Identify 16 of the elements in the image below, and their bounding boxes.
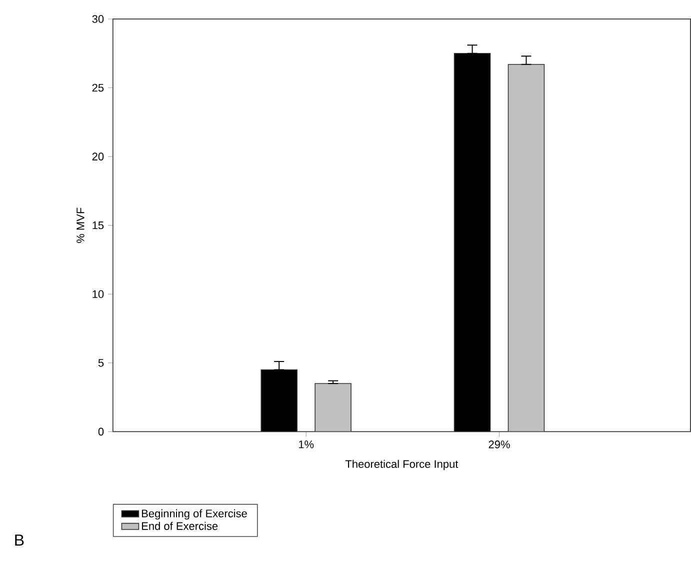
x-axis-title: Theoretical Force Input [345,460,458,470]
y-tick-label: 20 [92,152,104,161]
x-tick-label: 1% [298,440,314,448]
y-tick-label: 15 [92,222,104,230]
y-tick-label: 25 [92,84,104,92]
y-tick-label: 10 [92,290,104,298]
text: B [15,534,24,546]
y-axis-title: % MVF [76,208,84,244]
legend-label: End of Exercise [142,522,218,530]
bar [314,383,352,432]
x-tick-label: 29% [488,440,510,449]
legend-label: Beginning of Exercise [142,509,247,520]
y-tick-label: 5 [98,359,104,367]
y-tick-label: 30 [92,15,104,24]
y-tick-label: 0 [98,428,104,436]
bar [508,64,545,432]
